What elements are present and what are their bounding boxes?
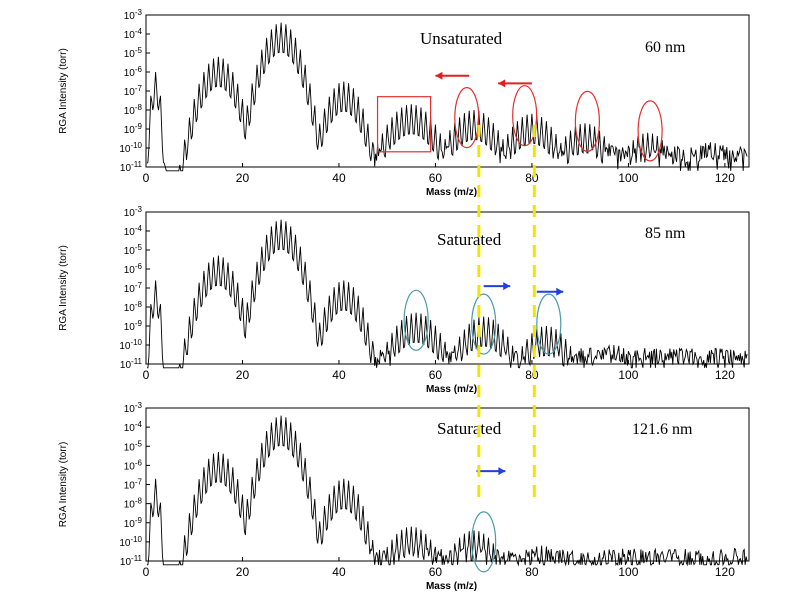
panel-1: 10-3 10-4 10-5 10-6 10-7 10-8 10-9 10-10 10-110 2… (58, 8, 750, 198)
y-tick-label: 10-10 (119, 535, 142, 549)
thickness-label: 60 nm (645, 39, 686, 56)
x-tick-label: 100 (618, 171, 638, 185)
x-tick-label: 0 (143, 565, 150, 579)
y-tick-label: 10-11 (120, 554, 143, 568)
thickness-label: 85 nm (645, 225, 686, 242)
shift-arrow-head (503, 282, 511, 291)
highlight-ellipse (471, 293, 497, 355)
y-tick-label: 10-8 (124, 497, 143, 511)
x-axis-label: Mass (m/z) (426, 581, 477, 592)
highlight-ellipse (637, 100, 663, 162)
highlight-box (376, 96, 432, 153)
y-tick-label: 10-7 (124, 478, 143, 492)
highlight-ellipse (471, 511, 497, 573)
x-tick-label: 40 (332, 368, 346, 382)
x-tick-label: 80 (525, 565, 539, 579)
highlight-ellipse (574, 90, 600, 153)
x-tick-label: 80 (525, 171, 539, 185)
x-axis-label: Mass (m/z) (426, 187, 477, 198)
shift-arrow-head (435, 71, 443, 80)
y-tick-label: 10-9 (124, 122, 143, 136)
spectrum-trace (147, 219, 748, 369)
y-tick-label: 10-8 (124, 103, 143, 117)
x-tick-label: 20 (236, 565, 250, 579)
shift-arrow-head (556, 287, 564, 296)
spectrum-trace (146, 22, 748, 172)
x-tick-label: 20 (236, 368, 250, 382)
y-tick-label: 10-9 (124, 516, 143, 530)
shift-arrow-head (498, 467, 506, 476)
panel-3: 10-3 10-4 10-5 10-6 10-7 10-8 10-9 10-10 10-110 2… (58, 401, 750, 592)
thickness-label: 121.6 nm (632, 421, 693, 438)
highlight-ellipse (454, 86, 480, 149)
x-tick-label: 120 (715, 368, 735, 382)
x-tick-label: 0 (143, 368, 150, 382)
y-tick-label: 10-7 (124, 84, 143, 98)
x-tick-label: 40 (332, 171, 346, 185)
y-tick-label: 10-8 (124, 300, 143, 314)
x-tick-label: 40 (332, 565, 346, 579)
y-tick-label: 10-10 (119, 141, 142, 155)
x-tick-label: 20 (236, 171, 250, 185)
y-axis-label: RGA Intensity (torr) (58, 442, 69, 528)
highlight-ellipse (536, 293, 562, 355)
y-tick-label: 10-4 (124, 420, 143, 434)
panel-2: 10-3 10-4 10-5 10-6 10-7 10-8 10-9 10-10 10-110 2… (58, 205, 750, 395)
x-tick-label: 100 (618, 368, 638, 382)
y-tick-label: 10-3 (124, 205, 143, 219)
y-tick-label: 10-6 (124, 458, 143, 472)
y-tick-label: 10-3 (124, 401, 143, 415)
x-axis-label: Mass (m/z) (426, 384, 477, 395)
y-tick-label: 10-10 (119, 338, 142, 352)
x-tick-label: 100 (618, 565, 638, 579)
y-tick-label: 10-5 (124, 46, 143, 60)
x-tick-label: 60 (429, 171, 443, 185)
y-tick-label: 10-4 (124, 224, 143, 238)
state-label: Saturated (437, 230, 502, 249)
y-axis-label: RGA Intensity (torr) (58, 245, 69, 331)
y-tick-label: 10-3 (124, 8, 143, 22)
x-tick-label: 80 (525, 368, 539, 382)
y-tick-label: 10-6 (124, 65, 143, 79)
spectrum-trace (147, 415, 748, 567)
x-tick-label: 120 (715, 171, 735, 185)
state-label: Saturated (437, 419, 502, 438)
x-tick-label: 120 (715, 565, 735, 579)
y-tick-label: 10-7 (124, 281, 143, 295)
y-tick-label: 10-11 (120, 357, 143, 371)
highlight-ellipse (512, 85, 538, 147)
shift-arrow-head (498, 79, 506, 88)
x-tick-label: 60 (429, 368, 443, 382)
state-label: Unsaturated (420, 29, 503, 48)
highlight-ellipse (403, 289, 429, 351)
x-tick-label: 0 (143, 171, 150, 185)
y-tick-label: 10-6 (124, 262, 143, 276)
y-tick-label: 10-9 (124, 319, 143, 333)
y-tick-label: 10-4 (124, 27, 143, 41)
y-tick-label: 10-11 (120, 160, 143, 174)
y-tick-label: 10-5 (124, 243, 143, 257)
y-tick-label: 10-5 (124, 439, 143, 453)
y-axis-label: RGA Intensity (torr) (58, 48, 69, 134)
x-tick-label: 60 (429, 565, 443, 579)
